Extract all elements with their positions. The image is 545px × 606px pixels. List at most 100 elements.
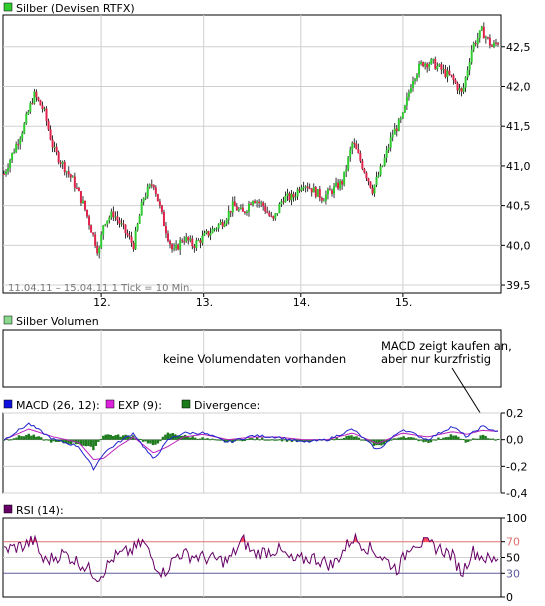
price-candle-up <box>114 216 117 218</box>
price-candle-down <box>3 173 5 175</box>
divergence-bar <box>263 439 266 441</box>
divergence-bar <box>432 439 435 441</box>
divergence-bar <box>5 438 8 440</box>
price-candle-up <box>245 211 248 213</box>
price-candle-down <box>359 153 362 161</box>
divergence-bar <box>447 436 450 440</box>
price-candle-up <box>134 230 137 250</box>
price-y-tick-label: 41,0 <box>506 160 531 173</box>
price-candle-down <box>341 181 344 185</box>
price-candle-down <box>31 103 34 105</box>
price-candle-down <box>59 162 62 164</box>
price-candle-up <box>23 123 26 134</box>
price-candle-down <box>45 108 48 122</box>
divergence-bar <box>97 439 100 442</box>
divergence-bar <box>10 439 13 441</box>
rsi-y-tick-label: 30 <box>506 567 520 580</box>
price-candle-down <box>422 62 425 67</box>
macd-line <box>3 422 499 472</box>
price-candle-down <box>361 160 364 169</box>
price-candle-down <box>55 146 58 153</box>
price-candle-up <box>405 96 408 106</box>
divergence-bar <box>62 439 65 444</box>
price-candle-down <box>306 186 309 189</box>
price-x-tick-label: 15. <box>395 296 413 309</box>
price-candle-up <box>379 166 382 176</box>
price-candle-up <box>377 175 380 177</box>
divergence-bar <box>347 435 351 440</box>
divergence-bar <box>467 439 470 442</box>
price-candle-down <box>365 172 368 179</box>
macd-panel: MACD (26, 12): EXP (9): Divergence: 0,20… <box>2 399 527 500</box>
price-y-tick-label: 40,5 <box>506 200 531 213</box>
price-candle-up <box>478 30 481 39</box>
price-candle-down <box>490 45 493 47</box>
price-candle-up <box>381 165 384 167</box>
price-candle-down <box>124 224 127 234</box>
price-candle-down <box>266 211 269 213</box>
price-candle-up <box>15 144 18 153</box>
price-candle-up <box>373 184 376 194</box>
price-candle-down <box>474 43 477 45</box>
divergence-bar <box>273 439 276 441</box>
price-candle-up <box>9 160 12 169</box>
price-x-tick-label: 12. <box>93 296 111 309</box>
price-candle-down <box>181 240 184 242</box>
divergence-bar <box>342 437 346 440</box>
price-legend-label: Silber (Devisen RTFX) <box>16 2 135 15</box>
price-candle-down <box>494 42 497 44</box>
price-x-tick-label: 14. <box>293 296 311 309</box>
price-candle-down <box>156 193 159 202</box>
price-candle-down <box>193 246 196 249</box>
price-candle-down <box>426 63 429 68</box>
divergence-bar <box>211 438 214 440</box>
divergence-bar <box>198 438 202 440</box>
price-candle-up <box>349 149 352 158</box>
divergence-bar <box>325 439 328 442</box>
price-candle-down <box>282 201 285 203</box>
volume-panel: Silber Volumen keine Volumendaten vorhan… <box>2 315 512 437</box>
divergence-bar <box>459 438 462 440</box>
price-candle-down <box>199 240 202 244</box>
price-candle-up <box>274 213 277 219</box>
price-candle-up <box>403 105 406 113</box>
price-candle-up <box>286 193 289 196</box>
price-candle-down <box>369 181 372 188</box>
price-candle-up <box>480 26 483 31</box>
divergence-bar <box>99 439 103 441</box>
price-candle-up <box>389 137 392 148</box>
divergence-bar <box>337 438 341 440</box>
price-candle-down <box>268 212 271 216</box>
divergence-bar <box>360 439 363 441</box>
divergence-bar <box>399 437 403 440</box>
divergence-bar <box>248 438 251 440</box>
price-candle-up <box>438 64 441 66</box>
price-candle-down <box>63 161 66 173</box>
divergence-bar <box>246 439 249 441</box>
price-candle-up <box>397 119 400 132</box>
price-candle-up <box>462 87 465 92</box>
divergence-bar <box>92 439 95 451</box>
price-candle-down <box>270 215 273 217</box>
price-candle-down <box>254 201 257 204</box>
divergence-bar <box>362 439 366 441</box>
divergence-bar <box>82 439 85 446</box>
divergence-bar <box>188 437 192 440</box>
price-candle-up <box>312 187 315 193</box>
exp-legend-label: EXP (9): <box>118 399 162 412</box>
price-candle-up <box>104 224 107 226</box>
divergence-legend-label: Divergence: <box>194 399 260 412</box>
divergence-bar <box>300 439 304 442</box>
divergence-bar <box>42 439 45 441</box>
price-candle-up <box>432 58 435 60</box>
divergence-bar <box>377 439 381 446</box>
volume-plot-frame <box>2 329 502 388</box>
price-candle-up <box>484 37 487 39</box>
divergence-bar <box>116 434 120 440</box>
divergence-bar <box>340 438 343 440</box>
divergence-bar <box>303 439 306 443</box>
divergence-bar <box>7 439 11 441</box>
price-candle-up <box>424 63 427 67</box>
annotation-note-line-1: MACD zeigt kaufen an, <box>381 339 512 353</box>
price-candle-up <box>71 176 74 178</box>
